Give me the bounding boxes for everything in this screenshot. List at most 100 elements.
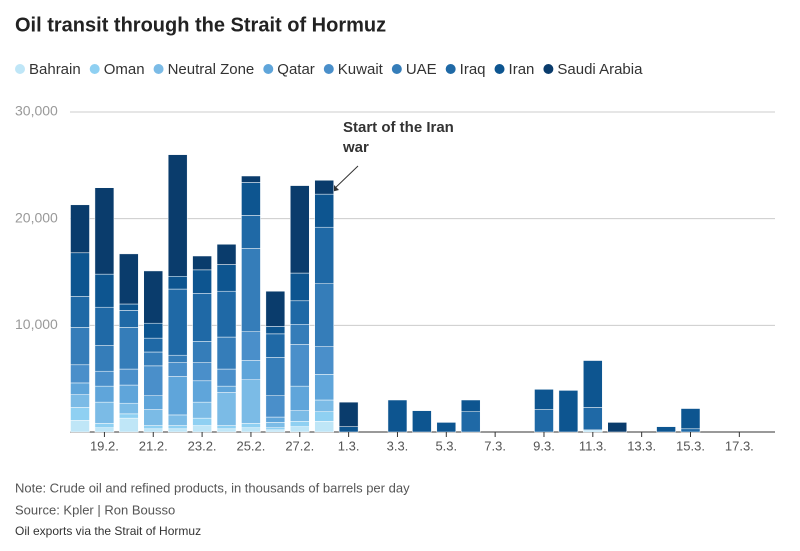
legend-swatch <box>89 64 100 74</box>
bar-segment <box>70 394 90 408</box>
bar-segment <box>192 380 212 403</box>
bar-segment <box>265 429 286 433</box>
bar-segment <box>241 379 261 424</box>
note: Note: Crude oil and refined products, in… <box>15 480 410 495</box>
bar-segment <box>290 272 310 302</box>
bar-segment <box>412 410 432 433</box>
x-tick-label: 19.2. <box>90 438 119 453</box>
bar-segment <box>558 390 579 433</box>
bar-segment <box>290 426 310 433</box>
bar-segment <box>94 427 115 433</box>
x-tick-label: 11.3. <box>579 438 607 453</box>
bar-segment <box>143 395 164 410</box>
bar-segment <box>70 407 90 421</box>
bar-segment <box>314 346 334 375</box>
source: Source: Kpler | Ron Bousso <box>15 502 175 517</box>
bar-segment <box>119 303 139 311</box>
bar-segment <box>192 293 212 342</box>
bar-segment <box>314 411 334 422</box>
bar-segment <box>192 425 212 433</box>
legend-label: Iraq <box>460 61 486 78</box>
legend-swatch <box>391 64 402 74</box>
x-tick-label: 17.3. <box>725 438 754 453</box>
bar-segment <box>143 428 164 433</box>
legend-label: Neutral Zone <box>168 61 255 78</box>
legend-swatch <box>323 64 334 74</box>
y-tick-label: 20,000 <box>15 209 58 225</box>
bar-segment <box>70 327 90 366</box>
chart-title: Oil transit through the Strait of Hormuz <box>15 14 386 36</box>
bar-segment <box>534 389 554 410</box>
bar-segment <box>241 248 261 332</box>
bar-segment <box>94 423 115 428</box>
bar-segment <box>460 399 481 412</box>
bar-segment <box>167 376 188 416</box>
bar-segment <box>143 337 164 353</box>
bar-segment <box>70 364 90 384</box>
bar-segment <box>70 382 90 395</box>
bar-segment <box>70 420 90 433</box>
y-tick-label: 10,000 <box>15 316 58 332</box>
x-tick-label: 21.2. <box>139 438 168 453</box>
legend-swatch <box>153 64 164 74</box>
bar-segment <box>94 306 115 346</box>
bar-segment <box>216 336 237 370</box>
bar-segment <box>583 360 603 408</box>
bar-segment <box>216 392 237 426</box>
annotation: Start of the Iran war <box>343 119 454 156</box>
legend-swatch <box>445 64 456 74</box>
legend-swatch <box>263 64 274 74</box>
bar-segment <box>216 425 237 430</box>
legend-label: UAE <box>406 61 437 78</box>
bar-segment <box>534 409 554 433</box>
legend-swatch <box>15 64 25 74</box>
bar-segment <box>314 374 334 401</box>
legend-label: Iran <box>509 61 535 78</box>
bar-segment <box>70 204 90 254</box>
x-tick-label: 25.2. <box>236 438 265 453</box>
bar-segment <box>314 399 334 412</box>
x-tick-label: 15.3. <box>676 438 705 453</box>
bar-segment <box>314 193 334 228</box>
bar-segment <box>460 411 481 433</box>
bar-segment <box>143 409 164 426</box>
bar-segment <box>290 324 310 345</box>
bar-segment <box>119 327 139 370</box>
x-tick-label: 9.3. <box>533 438 555 453</box>
bar-segment <box>241 360 261 380</box>
x-tick-label: 23.2. <box>188 438 217 453</box>
footer: Oil exports via the Strait of Hormuz <box>15 524 201 538</box>
bar-segment <box>167 288 188 356</box>
bar-segment <box>216 385 237 393</box>
bar-segment <box>70 296 90 328</box>
bar-segment <box>192 341 212 363</box>
bar-segment <box>192 269 212 294</box>
x-tick-label: 13.3. <box>627 438 656 453</box>
bar-segment <box>119 413 139 419</box>
bar-segment <box>143 322 164 339</box>
bar-segment <box>290 421 310 427</box>
bar-segment <box>167 354 188 363</box>
bar-segment <box>119 310 139 328</box>
legend-label: Kuwait <box>338 61 384 78</box>
legend-label: Saudi Arabia <box>557 61 643 78</box>
bar-segment <box>94 385 115 403</box>
x-tick-label: 3.3. <box>387 438 409 453</box>
bar-segment <box>314 180 334 195</box>
bar-segment <box>241 427 261 433</box>
bar-segment <box>680 408 701 430</box>
bar-segment <box>656 426 676 433</box>
bar-segment <box>314 283 334 347</box>
bar-segment <box>241 215 261 249</box>
bar-segment <box>265 422 286 428</box>
bar-segment <box>119 417 139 433</box>
bar-segment <box>265 395 286 418</box>
bar-segment <box>314 226 334 284</box>
bar-segment <box>265 427 286 431</box>
bar-segment <box>680 428 701 433</box>
bar-segment <box>216 244 237 265</box>
bar-segment <box>167 425 188 430</box>
bar-segment <box>265 333 286 358</box>
bar-segment <box>192 362 212 382</box>
